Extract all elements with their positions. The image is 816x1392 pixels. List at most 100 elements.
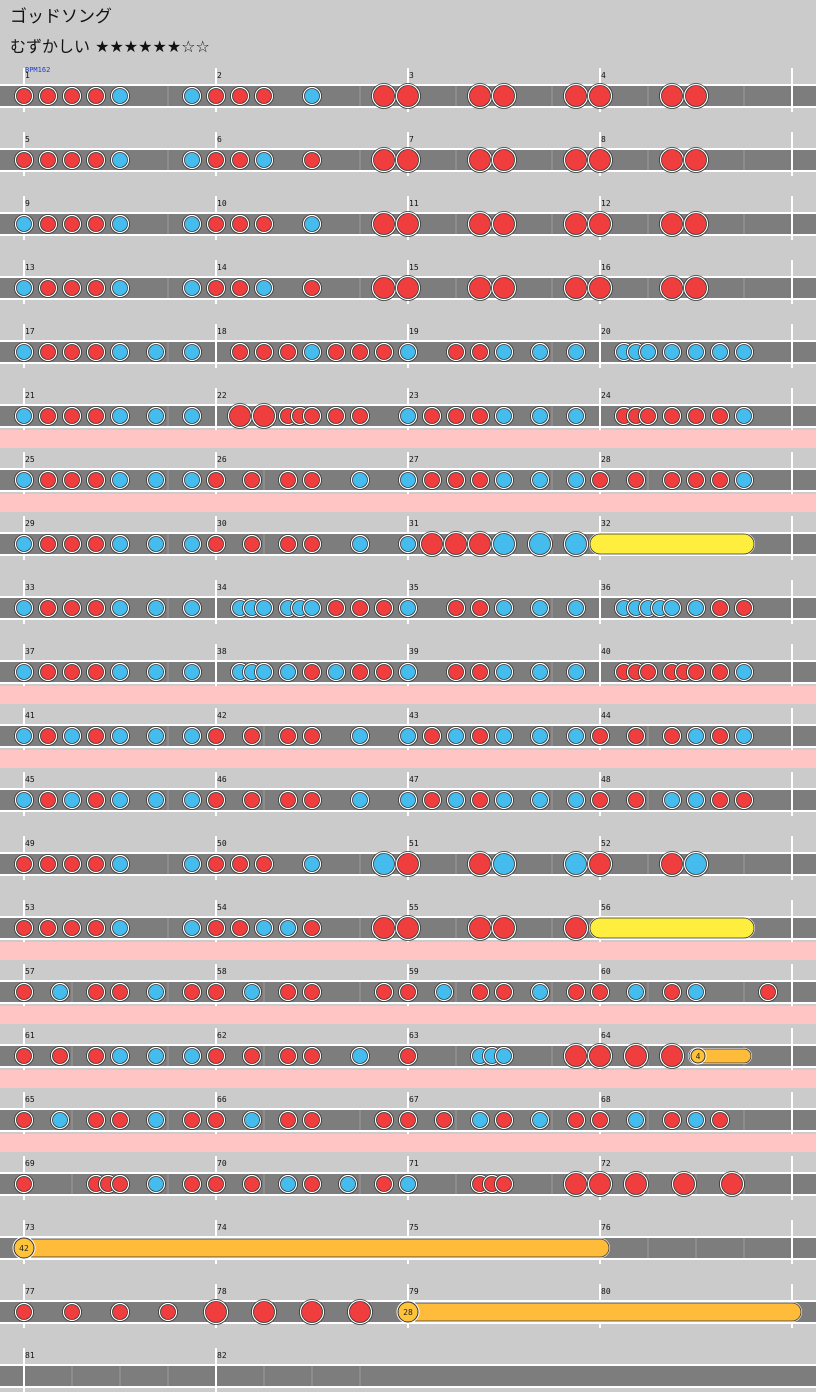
big-don-note bbox=[419, 531, 445, 557]
ka-note bbox=[530, 1110, 550, 1130]
note-face bbox=[328, 664, 344, 680]
measure-number: 74 bbox=[217, 1223, 227, 1232]
chart-row: 29 30 31 32 bbox=[0, 494, 816, 560]
note-face bbox=[64, 88, 80, 104]
don-note bbox=[206, 86, 226, 106]
ka-note bbox=[350, 726, 370, 746]
chart-row: 73 74 75 76 42 bbox=[0, 1220, 816, 1264]
beat-line bbox=[359, 86, 361, 106]
note-face bbox=[184, 408, 200, 424]
note-face bbox=[256, 856, 272, 872]
don-note bbox=[62, 1302, 82, 1322]
don-note bbox=[206, 854, 226, 874]
ka-note bbox=[302, 86, 322, 106]
don-note bbox=[86, 86, 106, 106]
note-face bbox=[496, 344, 512, 360]
don-note bbox=[86, 598, 106, 618]
ka-note bbox=[686, 598, 706, 618]
big-don-note bbox=[227, 403, 253, 429]
ka-note bbox=[278, 1174, 298, 1194]
beat-line bbox=[167, 982, 169, 1002]
don-note bbox=[38, 726, 58, 746]
note-face bbox=[664, 600, 680, 616]
difficulty: むずかしい ★★★★★★☆☆ bbox=[10, 37, 210, 57]
ka-note bbox=[50, 982, 70, 1002]
note-face bbox=[112, 728, 128, 744]
big-ka-note bbox=[371, 851, 397, 877]
beat-line bbox=[167, 150, 169, 170]
note-face bbox=[352, 600, 368, 616]
measure-number: 43 bbox=[409, 711, 419, 720]
measure-number: 68 bbox=[601, 1095, 611, 1104]
note-face bbox=[352, 408, 368, 424]
don-note bbox=[302, 982, 322, 1002]
don-note bbox=[206, 726, 226, 746]
note-face bbox=[532, 664, 548, 680]
big-don-note bbox=[491, 147, 517, 173]
note-face bbox=[88, 536, 104, 552]
note-face bbox=[208, 728, 224, 744]
ka-note bbox=[110, 918, 130, 938]
ka-note bbox=[398, 534, 418, 554]
ka-note bbox=[182, 406, 202, 426]
ka-note bbox=[566, 342, 586, 362]
barline bbox=[791, 836, 793, 880]
note-face bbox=[673, 1173, 695, 1195]
ka-note bbox=[254, 598, 274, 618]
note-face bbox=[565, 149, 587, 171]
note-face bbox=[568, 728, 584, 744]
note-face bbox=[88, 1048, 104, 1064]
note-face bbox=[40, 280, 56, 296]
note-face bbox=[64, 1304, 80, 1320]
note-face bbox=[88, 664, 104, 680]
note-face bbox=[589, 853, 611, 875]
don-note bbox=[242, 534, 262, 554]
beat-line bbox=[455, 150, 457, 170]
beat-line bbox=[263, 726, 265, 746]
don-note bbox=[86, 854, 106, 874]
measure-number: 46 bbox=[217, 775, 227, 784]
note-face bbox=[244, 728, 260, 744]
big-ka-note bbox=[491, 531, 517, 557]
don-note bbox=[86, 534, 106, 554]
don-note bbox=[446, 662, 466, 682]
note-face bbox=[688, 984, 704, 1000]
ka-note bbox=[146, 598, 166, 618]
big-don-note bbox=[395, 915, 421, 941]
don-note bbox=[590, 790, 610, 810]
ka-note bbox=[626, 1110, 646, 1130]
note-face bbox=[664, 792, 680, 808]
note-face bbox=[232, 920, 248, 936]
don-note bbox=[206, 534, 226, 554]
note-face bbox=[88, 344, 104, 360]
note-face bbox=[184, 472, 200, 488]
beat-line bbox=[167, 406, 169, 426]
note-face bbox=[685, 853, 707, 875]
note-face bbox=[565, 277, 587, 299]
ka-note bbox=[398, 470, 418, 490]
measure-number: 40 bbox=[601, 647, 611, 656]
don-note bbox=[158, 1302, 178, 1322]
don-note bbox=[242, 726, 262, 746]
note-face bbox=[244, 472, 260, 488]
note-face bbox=[256, 920, 272, 936]
big-don-note bbox=[659, 83, 685, 109]
note-face bbox=[184, 792, 200, 808]
big-don-note bbox=[623, 1171, 649, 1197]
note-face bbox=[448, 664, 464, 680]
don-note bbox=[710, 662, 730, 682]
don-note bbox=[278, 982, 298, 1002]
ka-note bbox=[110, 342, 130, 362]
note-face bbox=[496, 1112, 512, 1128]
ka-note bbox=[14, 278, 34, 298]
don-note bbox=[110, 982, 130, 1002]
note-face bbox=[592, 984, 608, 1000]
note-face bbox=[280, 472, 296, 488]
don-note bbox=[14, 150, 34, 170]
don-note bbox=[38, 790, 58, 810]
ka-note bbox=[398, 790, 418, 810]
don-note bbox=[446, 342, 466, 362]
don-note bbox=[230, 854, 250, 874]
note-face bbox=[64, 856, 80, 872]
measure-number: 9 bbox=[25, 199, 30, 208]
